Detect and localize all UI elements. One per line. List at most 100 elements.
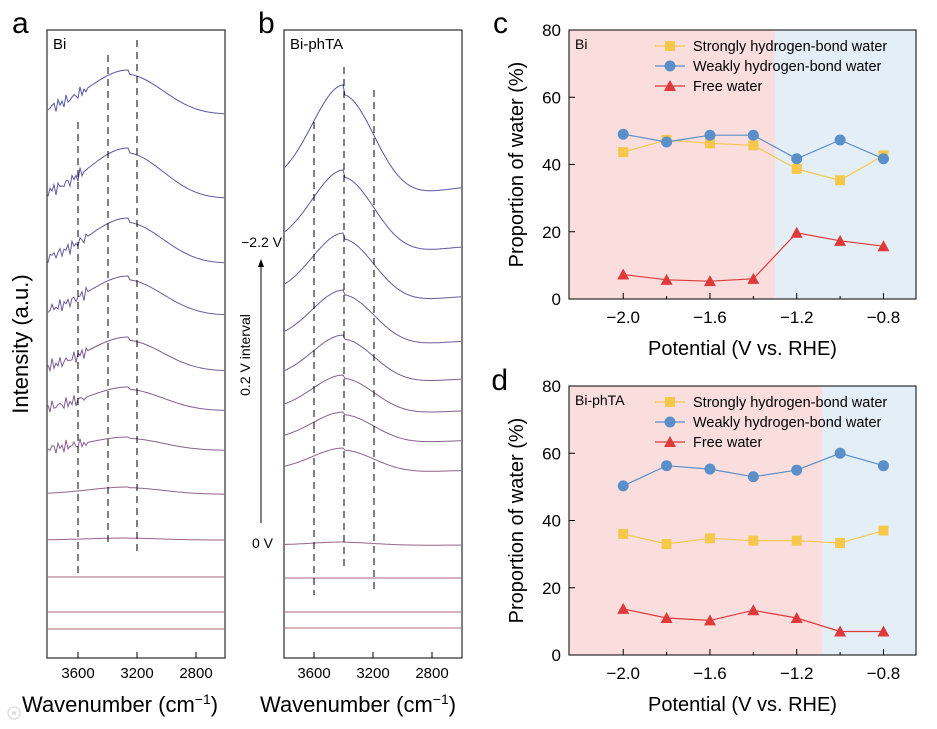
data-point-circle [617,480,629,492]
panel-b-xlabel: Wavenumber (cm−1) [260,691,456,717]
legend-label: Free water [693,79,762,95]
spectrum-curve [47,217,225,264]
spectrum-curve [47,537,224,541]
data-point-circle [704,463,716,475]
spectrum-curve [284,334,462,381]
legend-label: Free water [693,435,762,451]
data-point-triangle [747,272,760,284]
axes-d: 0 20 40 60 80 −2.0 −1.6 −1.2 −0.8 [542,377,900,683]
data-point-triangle [660,612,673,624]
data-point-circle [704,129,716,141]
legend-marker [664,60,676,72]
panel-a-xlabel: Wavenumber (cm−1) [22,691,218,717]
panel-b: b Bi-phTA 3600 3200 2800 −2.2 V 0 V 0.2 V … [237,7,463,717]
ytick-label: 40 [542,512,561,531]
spectrum-curve [47,336,225,373]
data-point-circle [747,471,759,483]
data-point-triangle [617,268,630,280]
panel-a-ylabel: Intensity (a.u.) [8,274,33,413]
interval-label: 0.2 V interval [237,314,253,396]
spectra-b [284,84,462,629]
xtick-label: −1.6 [693,664,727,683]
data-point-circle [834,134,846,146]
xtick-label: 2800 [179,665,212,682]
legend-marker [664,80,676,91]
xtick-label: −1.2 [780,308,814,327]
panel-d: d 0 20 40 60 80 −2.0 −1.6 −1.2 −0.8 Strongly hyd… [491,364,917,716]
spectrum-curve [47,386,225,413]
dashed-guides-a [77,40,138,578]
legend-marker [665,397,675,407]
data-point-square [835,538,846,549]
data-point-square [791,535,802,546]
axes-c: 0 20 40 60 80 −2.0 −1.6 −1.2 −0.8 [542,21,900,327]
xtick-label: 3200 [356,665,389,682]
chart-d-ylabel: Proportion of water (%) [506,418,528,624]
data-point-triangle [660,273,673,285]
data-point-circle [661,136,673,148]
spectrum-curve [47,147,225,199]
spectrum-curve [47,486,224,495]
data-point-square [704,138,715,149]
legend-label: Weakly hydrogen-bond water [693,415,882,431]
panel-b-frame [283,29,463,659]
spectrum-curve [47,69,225,115]
ytick-label: 60 [542,444,561,463]
ytick-label: 20 [542,579,561,598]
spectrum-curve [284,232,462,300]
interval-arrow-head-icon [258,259,264,267]
data-point-square [661,539,672,550]
ytick-label: 0 [552,646,561,665]
data-point-square [791,163,802,174]
spectra-a [47,69,225,630]
data-point-square [835,175,846,186]
data-point-circle [877,460,889,472]
data-point-triangle [617,602,630,614]
xtick-label: −2.0 [606,308,640,327]
data-point-triangle [790,612,803,624]
spectrum-curve [47,275,225,316]
data-point-square [618,528,629,539]
data-point-circle [747,129,759,141]
data-point-circle [791,153,803,165]
data-point-triangle [790,226,803,238]
data-point-circle [791,464,803,476]
data-point-circle [834,447,846,459]
ytick-label: 60 [542,88,561,107]
legend-label: Weakly hydrogen-bond water [693,59,882,75]
legend-c: Strongly hydrogen-bond water Weakly hydro… [655,39,887,95]
data-point-square [748,140,759,151]
data-point-triangle [703,614,716,626]
xtick-label: 3600 [297,665,330,682]
ytick-label: 0 [552,290,561,309]
data-point-square [618,147,629,158]
panel-c: c 0 20 40 60 80 −2.0 −1.6 −1.2 −0.8 Strongly hyd… [493,7,917,360]
xtick-label: 2800 [415,665,448,682]
legend-marker [665,41,675,51]
series-d [617,447,890,637]
xtick-label: −0.8 [867,664,901,683]
xtick-label: −0.8 [867,308,901,327]
spectrum-curve [284,411,461,443]
spectrum-curve [284,84,462,192]
legend-marker [664,416,676,428]
data-point-square [748,535,759,546]
panel-a-frame [46,29,226,659]
data-point-triangle [747,604,760,616]
chart-c-ylabel: Proportion of water (%) [506,62,528,268]
panel-b-tag: Bi-phTA [290,36,343,53]
chart-d-xlabel: Potential (V vs. RHE) [648,694,837,716]
data-point-square [704,533,715,544]
ytick-label: 40 [542,156,561,175]
spectrum-curve [284,541,461,546]
panel-d-letter: d [491,364,508,397]
region-pink-c [569,30,776,299]
data-point-circle [877,153,889,165]
data-point-triangle [834,625,847,637]
panel-b-letter: b [258,7,275,40]
xtick-label: 3600 [61,665,94,682]
xtick-label: −1.2 [780,664,814,683]
data-point-triangle [877,625,890,637]
xticks-a: 3600 3200 2800 [61,652,213,682]
